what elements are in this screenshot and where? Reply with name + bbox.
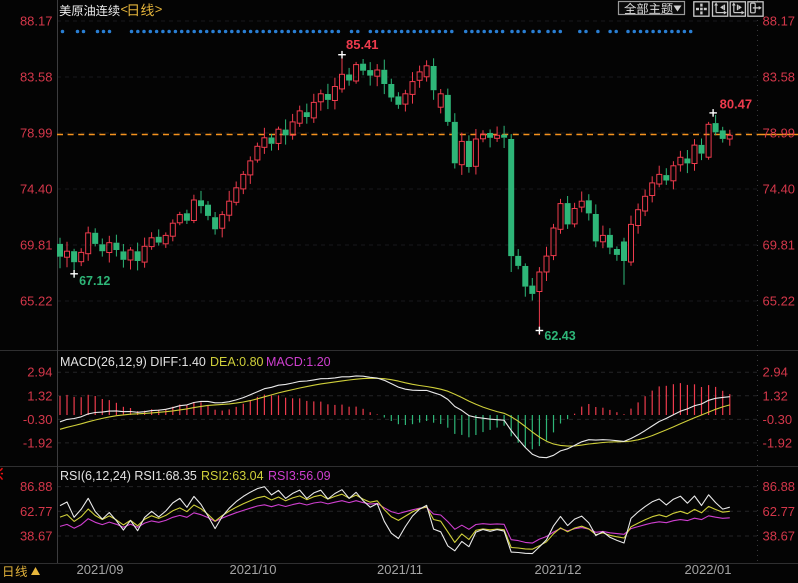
svg-text:85.41: 85.41 — [346, 37, 379, 52]
svg-text:DEA:0.80: DEA:0.80 — [210, 355, 264, 369]
svg-text:2021/10: 2021/10 — [230, 562, 277, 577]
svg-text:65.22: 65.22 — [763, 294, 796, 309]
svg-text:1.32: 1.32 — [27, 388, 52, 403]
svg-text:MACD(26,12,9) DIFF:1.40: MACD(26,12,9) DIFF:1.40 — [60, 355, 206, 369]
svg-text:1.32: 1.32 — [763, 388, 788, 403]
svg-text:78.99: 78.99 — [763, 126, 796, 141]
svg-text:67.12: 67.12 — [79, 274, 110, 288]
svg-text:-1.92: -1.92 — [763, 435, 793, 450]
svg-text:86.88: 86.88 — [763, 479, 796, 494]
svg-text:62.77: 62.77 — [20, 504, 53, 519]
svg-text:78.99: 78.99 — [20, 126, 53, 141]
svg-text:2.94: 2.94 — [27, 365, 52, 380]
svg-text:86.88: 86.88 — [20, 479, 53, 494]
svg-text:<: < — [121, 2, 129, 17]
svg-text:83.58: 83.58 — [20, 70, 53, 85]
svg-text:-0.30: -0.30 — [763, 412, 793, 427]
svg-text:62.77: 62.77 — [763, 504, 796, 519]
svg-text:69.81: 69.81 — [20, 238, 53, 253]
svg-text:2021/11: 2021/11 — [377, 562, 423, 577]
svg-text:83.58: 83.58 — [763, 70, 796, 85]
svg-text:2021/12: 2021/12 — [535, 562, 582, 577]
svg-text:RSI2:63.04: RSI2:63.04 — [201, 469, 264, 483]
svg-text:-0.30: -0.30 — [23, 412, 53, 427]
svg-text:2.94: 2.94 — [763, 365, 788, 380]
svg-text:88.17: 88.17 — [20, 14, 53, 29]
svg-text:69.81: 69.81 — [763, 238, 796, 253]
svg-text:38.67: 38.67 — [20, 529, 53, 544]
svg-text:>: > — [155, 2, 163, 17]
svg-text:74.40: 74.40 — [763, 182, 796, 197]
svg-text:2021/09: 2021/09 — [77, 562, 124, 577]
svg-text:88.17: 88.17 — [763, 14, 796, 29]
svg-text:2022/01: 2022/01 — [685, 562, 732, 577]
svg-text:RSI3:56.09: RSI3:56.09 — [268, 469, 331, 483]
svg-text:38.67: 38.67 — [763, 529, 796, 544]
svg-text:80.47: 80.47 — [720, 96, 753, 111]
svg-text:74.40: 74.40 — [20, 182, 53, 197]
svg-text:65.22: 65.22 — [20, 294, 53, 309]
svg-text:62.43: 62.43 — [544, 329, 575, 343]
svg-text:MACD:1.20: MACD:1.20 — [266, 355, 331, 369]
svg-text:RSI(6,12,24) RSI1:68.35: RSI(6,12,24) RSI1:68.35 — [60, 469, 197, 483]
svg-text:-1.92: -1.92 — [23, 435, 53, 450]
